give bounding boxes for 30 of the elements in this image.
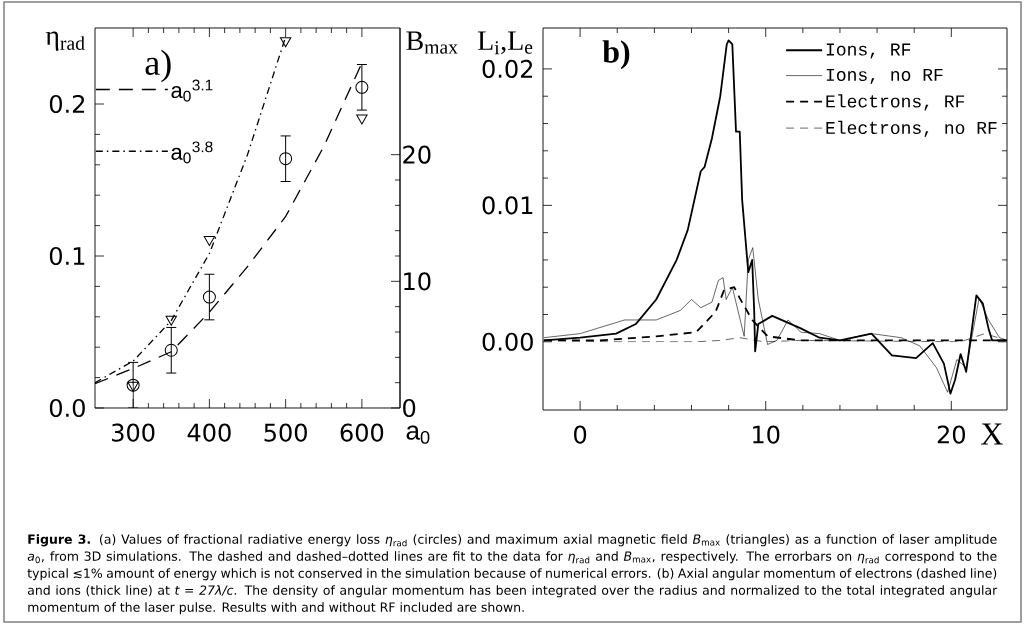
y-tick-label: 0.00 <box>482 332 533 351</box>
y2-tick-label: 10 <box>404 272 431 291</box>
text: Figure 3. (a) Values of fractional radiative energy loss η$_{rad}$ (circles) and maximum axial magnetic field B$_{max}$ (triangles) as a function of laser amplitude a$_{0}$, from 3D simulations. The dashed and dashed–dotted lines are fit to the data for η$_{rad}$ and B$_{max}$, respectively. The errorbars on η$_{rad}$ correspond to the typical ≲1% amount of energy which is not conserved in the simulation because of numerical errors. (b) Axial angular momentum of electrons (dashed line) and ions (thick line) at t = 27λ/c. The density of angular momentum has been integrated over the radius and normalized to the total integrated angular momentum of the laser pulse. Results with and without RF included are shown. <box>27 534 998 615</box>
y2-tick-label: 0 <box>403 398 416 418</box>
legend-label: Ions, no RF <box>826 68 943 84</box>
x-tick-label: 300 <box>112 423 155 442</box>
y-axis-title: L$_{i}$,L$_{e}$ <box>477 31 533 55</box>
x-tick-label: 0 <box>574 425 587 444</box>
legend-label: a$_{0}$3.8 <box>171 141 213 164</box>
legend-label: Electrons, RF <box>826 94 965 111</box>
x-tick-label: 500 <box>264 423 307 442</box>
annotation: a) <box>145 49 171 83</box>
x-tick-label: 600 <box>340 423 384 442</box>
y2-tick-label: 20 <box>403 145 431 164</box>
x-axis-title: a$_{0}$ <box>406 425 430 444</box>
y-tick-label: 0.1 <box>49 246 85 266</box>
y-axis-title: η$_{rad}$ <box>45 31 85 51</box>
y-tick-label: 0.01 <box>482 196 533 215</box>
x-tick-label: 10 <box>753 425 780 444</box>
x-axis-title: X <box>981 423 1003 445</box>
x-tick-label: 20 <box>937 425 965 444</box>
y2-axis-title: B$_{max}$ <box>406 31 458 54</box>
legend-label: Ions, RF <box>826 43 911 59</box>
legend-label: a$_{0}$3.1 <box>171 79 213 102</box>
annotation: b) <box>602 40 630 70</box>
legend-label: Electrons, no RF <box>826 120 997 138</box>
x-tick-label: 400 <box>187 423 231 442</box>
y-tick-label: 0.0 <box>49 398 85 418</box>
y-tick-label: 0.02 <box>482 59 533 79</box>
y-tick-label: 0.2 <box>49 94 85 114</box>
